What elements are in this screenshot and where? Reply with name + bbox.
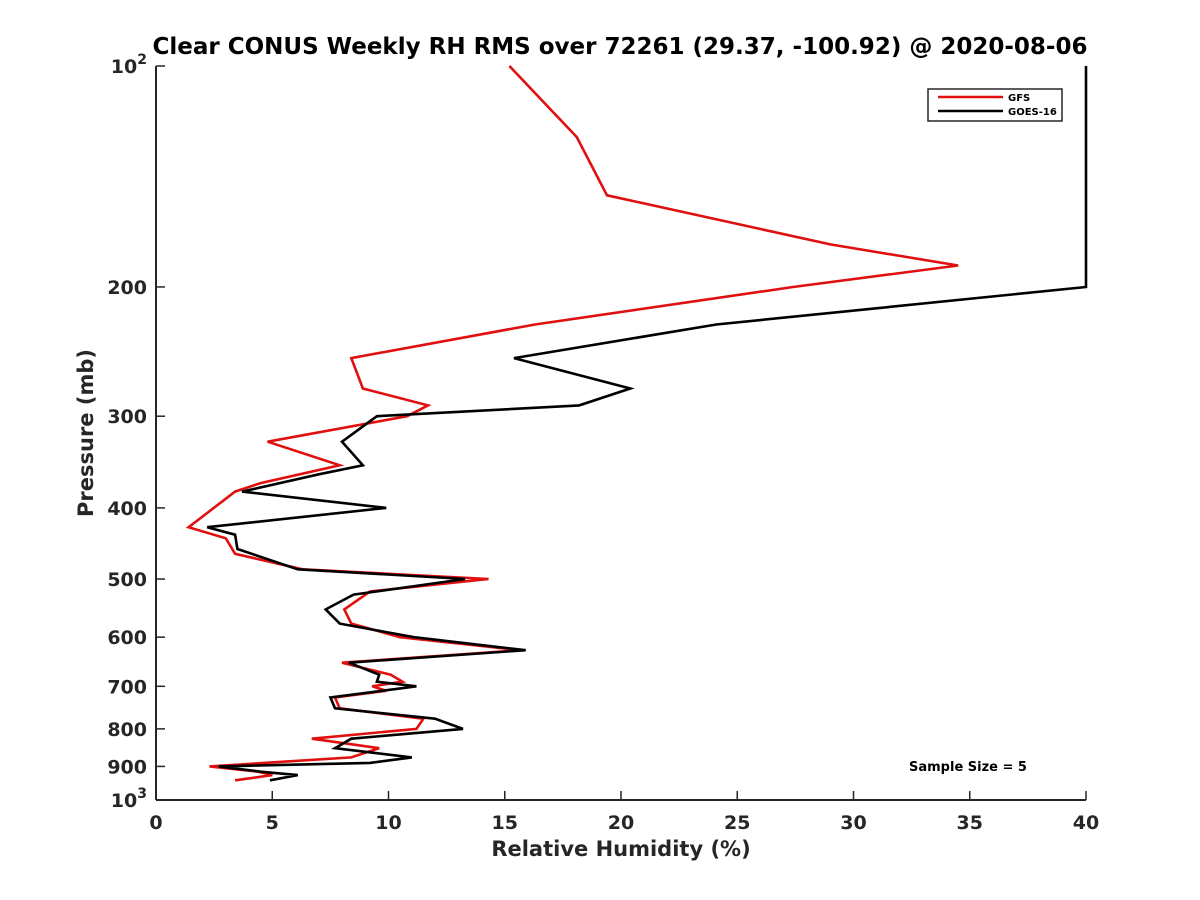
legend: GFS GOES-16 bbox=[927, 88, 1063, 122]
y-axis-label: Pressure (mb) bbox=[74, 349, 98, 517]
y-tick-label: 700 bbox=[107, 676, 147, 698]
y-axis-ticks: 102 200 300 400 500 600 700 800 900 103 bbox=[107, 52, 165, 812]
x-tick-label: 5 bbox=[266, 812, 279, 834]
x-tick-label: 0 bbox=[149, 812, 162, 834]
legend-label-goes16: GOES-16 bbox=[1008, 107, 1057, 118]
legend-label-gfs: GFS bbox=[1008, 93, 1030, 104]
sample-size-annotation: Sample Size = 5 bbox=[909, 760, 1027, 775]
y-tick-label: 800 bbox=[107, 719, 147, 741]
y-tick-label: 103 bbox=[111, 786, 147, 812]
y-tick-label: 400 bbox=[107, 498, 147, 520]
y-tick-label: 500 bbox=[107, 569, 147, 591]
y-tick-label: 200 bbox=[107, 277, 147, 299]
x-tick-label: 25 bbox=[724, 812, 750, 834]
x-tick-label: 10 bbox=[375, 812, 401, 834]
x-tick-label: 40 bbox=[1073, 812, 1099, 834]
series-layer bbox=[185, 65, 1088, 782]
x-tick-label: 15 bbox=[492, 812, 518, 834]
x-tick-label: 20 bbox=[608, 812, 634, 834]
y-tick-label: 600 bbox=[107, 627, 147, 649]
chart-title: Clear CONUS Weekly RH RMS over 72261 (29… bbox=[153, 34, 1088, 60]
x-tick-label: 30 bbox=[840, 812, 866, 834]
x-axis-ticks: 0 5 10 15 20 25 30 35 40 bbox=[149, 791, 1099, 834]
legend-box bbox=[927, 88, 1063, 122]
series-line-goes16 bbox=[206, 66, 1088, 782]
y-tick-label: 102 bbox=[111, 52, 147, 78]
y-tick-label: 300 bbox=[107, 406, 147, 428]
y-tick-label: 900 bbox=[107, 756, 147, 778]
x-tick-label: 35 bbox=[957, 812, 983, 834]
x-axis-label: Relative Humidity (%) bbox=[491, 837, 750, 861]
